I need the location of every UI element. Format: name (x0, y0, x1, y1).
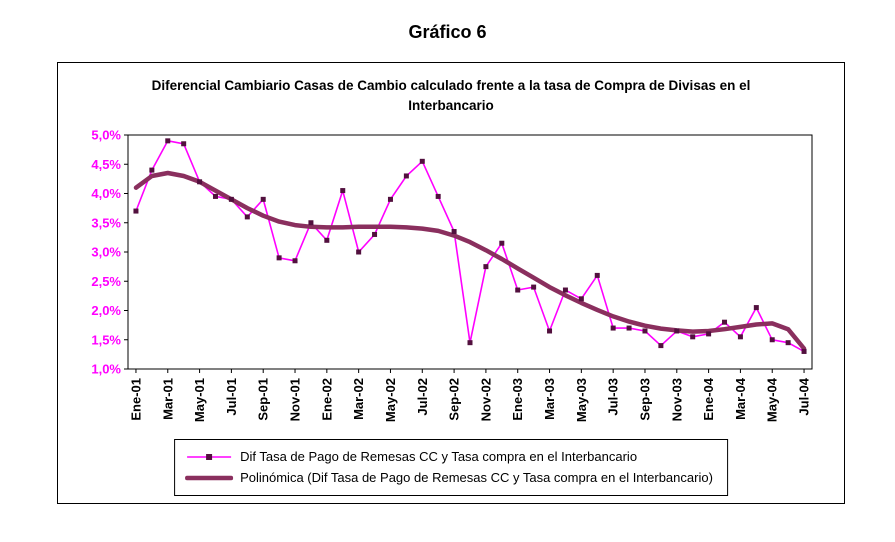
series-marker (562, 287, 568, 293)
series-marker (435, 193, 441, 199)
x-axis-label: May-01 (192, 378, 207, 422)
x-axis-label: Jul-01 (224, 378, 239, 416)
y-axis-label: 1,0% (91, 362, 121, 377)
x-axis-label: Nov-01 (288, 378, 303, 421)
series-marker (610, 325, 616, 331)
y-axis-label: 2,5% (91, 274, 121, 289)
x-axis-label: Mar-01 (160, 378, 175, 420)
series-marker (642, 328, 648, 334)
x-axis-label: Jul-04 (797, 377, 812, 415)
series-marker (403, 173, 409, 179)
series-marker (658, 343, 664, 349)
legend-item-series: Dif Tasa de Pago de Remesas CC y Tasa co… (185, 446, 713, 467)
y-axis-label: 3,0% (91, 245, 121, 260)
x-axis-label: Ene-01 (128, 378, 143, 421)
series-marker (356, 249, 362, 255)
x-axis-label: Ene-04 (701, 377, 716, 420)
x-axis-label: Nov-03 (669, 378, 684, 421)
x-axis-label: Nov-02 (478, 378, 493, 421)
y-axis-label: 4,0% (91, 186, 121, 201)
series-marker (467, 340, 473, 346)
series-marker (626, 325, 632, 331)
y-axis-label: 5,0% (91, 128, 121, 143)
trend-key-icon (185, 475, 234, 480)
series-marker (181, 141, 187, 147)
y-axis-label: 3,5% (91, 215, 121, 230)
series-marker (499, 240, 505, 246)
legend-item-trend: Polinómica (Dif Tasa de Pago de Remesas … (185, 467, 713, 488)
series-marker (753, 305, 759, 311)
series-marker (451, 229, 457, 235)
series-marker (244, 214, 250, 220)
series-marker (483, 264, 489, 270)
series-marker (419, 158, 425, 164)
x-axis-label: Sep-02 (447, 378, 462, 421)
x-axis-label: May-04 (765, 377, 780, 422)
series-marker (801, 348, 807, 354)
chart-title: Diferencial Cambiario Casas de Cambio ca… (151, 78, 751, 114)
series-marker (769, 337, 775, 343)
series-marker (197, 179, 203, 185)
series-key-icon (187, 453, 232, 460)
series-marker (308, 220, 314, 226)
series-marker (706, 331, 712, 337)
series-marker (690, 334, 696, 340)
x-axis-label: Mar-03 (542, 378, 557, 420)
series-marker (292, 258, 298, 264)
series-marker (387, 196, 393, 202)
series-marker (260, 196, 266, 202)
series-marker (276, 255, 282, 261)
series-marker (165, 138, 171, 144)
legend-label-trend: Polinómica (Dif Tasa de Pago de Remesas … (240, 470, 713, 485)
x-axis-label: Mar-04 (733, 377, 748, 420)
trend-line (133, 170, 807, 351)
y-axis-label: 4,5% (91, 157, 121, 172)
series-marker (785, 340, 791, 346)
y-axis-label: 2,0% (91, 303, 121, 318)
series-marker (228, 196, 234, 202)
chart-container: Diferencial Cambiario Casas de Cambio ca… (57, 62, 845, 504)
series-marker (547, 328, 553, 334)
series-marker (133, 208, 139, 214)
x-axis-label: Sep-01 (256, 378, 271, 421)
series-marker (149, 167, 155, 173)
x-axis-label: Jul-03 (606, 378, 621, 416)
series-marker (737, 334, 743, 340)
series-marker (212, 193, 218, 199)
legend: Dif Tasa de Pago de Remesas CC y Tasa co… (174, 439, 728, 496)
y-axis-label: 1,5% (91, 332, 121, 347)
x-axis-label: Mar-02 (351, 378, 366, 420)
legend-label-series: Dif Tasa de Pago de Remesas CC y Tasa co… (240, 449, 638, 464)
series-marker (578, 296, 584, 302)
x-axis-label: Sep-03 (637, 378, 652, 421)
x-axis-label: Ene-03 (510, 378, 525, 421)
x-axis-label: May-02 (383, 378, 398, 422)
series-marker (515, 287, 521, 293)
series-marker (372, 231, 378, 237)
x-axis-label: Ene-02 (319, 378, 334, 421)
series-marker (340, 188, 346, 194)
x-axis-label: Jul-02 (415, 378, 430, 416)
series-marker (531, 284, 537, 290)
series-marker (594, 272, 600, 278)
x-axis-label: May-03 (574, 378, 589, 422)
series-marker (674, 328, 680, 334)
series-marker (722, 319, 728, 325)
series-marker (324, 237, 330, 243)
page-title: Gráfico 6 (408, 22, 487, 42)
plot-area: 5,0% 4,5% 4,0% 3,5% 3,0% 2,5% 2,0% 1,5% 1,0% Ene-… (91, 128, 813, 422)
